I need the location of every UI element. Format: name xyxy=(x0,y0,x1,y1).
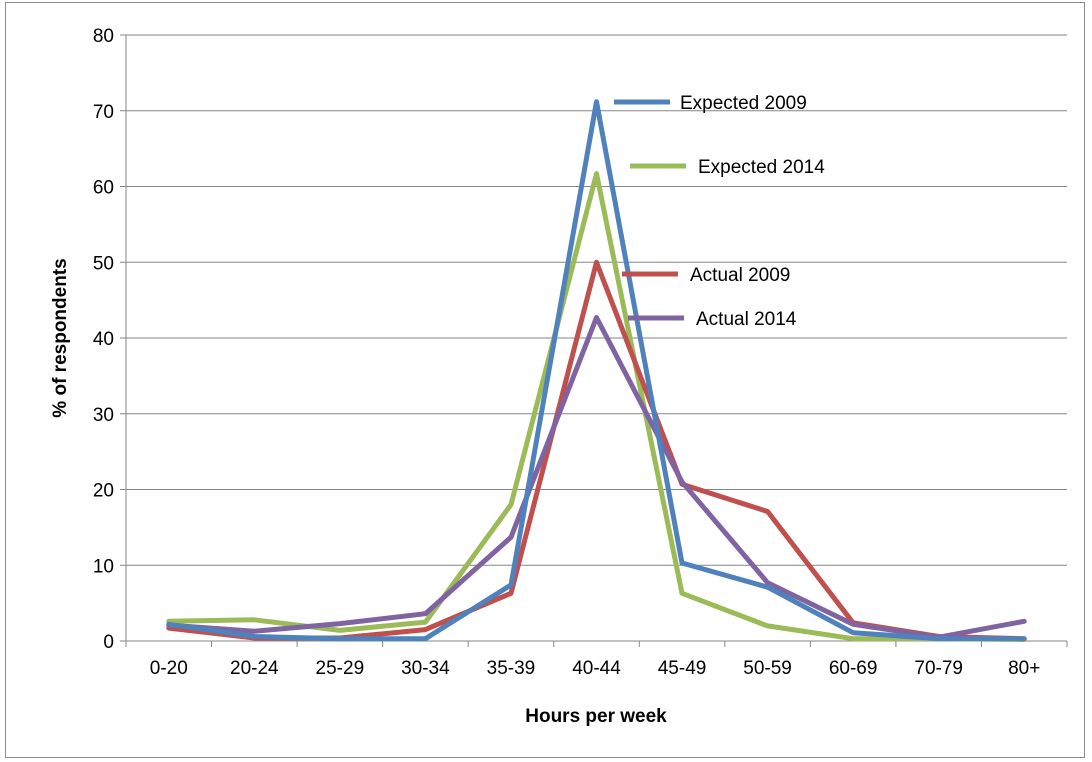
y-tick-label: 30 xyxy=(93,405,114,426)
x-tick-label: 20-24 xyxy=(230,658,279,679)
x-tick-label: 25-29 xyxy=(316,658,365,679)
y-tick-label: 20 xyxy=(93,481,114,502)
x-tick-label: 80+ xyxy=(1008,658,1040,679)
legend-label: Expected 2009 xyxy=(680,93,807,114)
legend: Expected 2009 Expected 2014 Actual 2009 Act… xyxy=(614,93,825,330)
y-tick-label: 0 xyxy=(103,632,114,653)
x-tick-label: 0-20 xyxy=(150,658,188,679)
y-tick-label: 60 xyxy=(93,178,114,199)
x-tick-label: 35-39 xyxy=(487,658,536,679)
y-tick-label: 50 xyxy=(93,253,114,274)
series-line-expected-2014 xyxy=(166,171,1027,642)
x-tick-label: 45-49 xyxy=(658,658,707,679)
y-tick-label: 10 xyxy=(93,556,114,577)
series-lines xyxy=(166,99,1027,642)
y-axis-ticks: 0 10 20 30 40 50 60 70 80 xyxy=(93,26,126,653)
y-tick-label: 80 xyxy=(93,26,114,47)
x-tick-label: 30-34 xyxy=(401,658,450,679)
y-tick-label: 40 xyxy=(93,329,114,350)
y-tick-label: 70 xyxy=(93,102,114,123)
legend-label: Actual 2009 xyxy=(690,265,790,286)
x-tick-label: 60-69 xyxy=(829,658,878,679)
series-line-actual-2014 xyxy=(166,315,1027,640)
y-axis-title: % of respondents xyxy=(50,258,71,417)
x-axis-ticks: 0-20 20-24 25-29 30-34 35-39 40-44 45-49 50-59 6… xyxy=(125,641,1068,679)
series-line-expected-2009 xyxy=(166,99,1027,642)
x-tick-label: 40-44 xyxy=(572,658,621,679)
x-tick-label: 50-59 xyxy=(743,658,792,679)
x-axis-title: Hours per week xyxy=(525,706,667,727)
legend-label: Expected 2014 xyxy=(698,157,825,178)
legend-label: Actual 2014 xyxy=(696,309,797,330)
x-tick-label: 70-79 xyxy=(914,658,963,679)
